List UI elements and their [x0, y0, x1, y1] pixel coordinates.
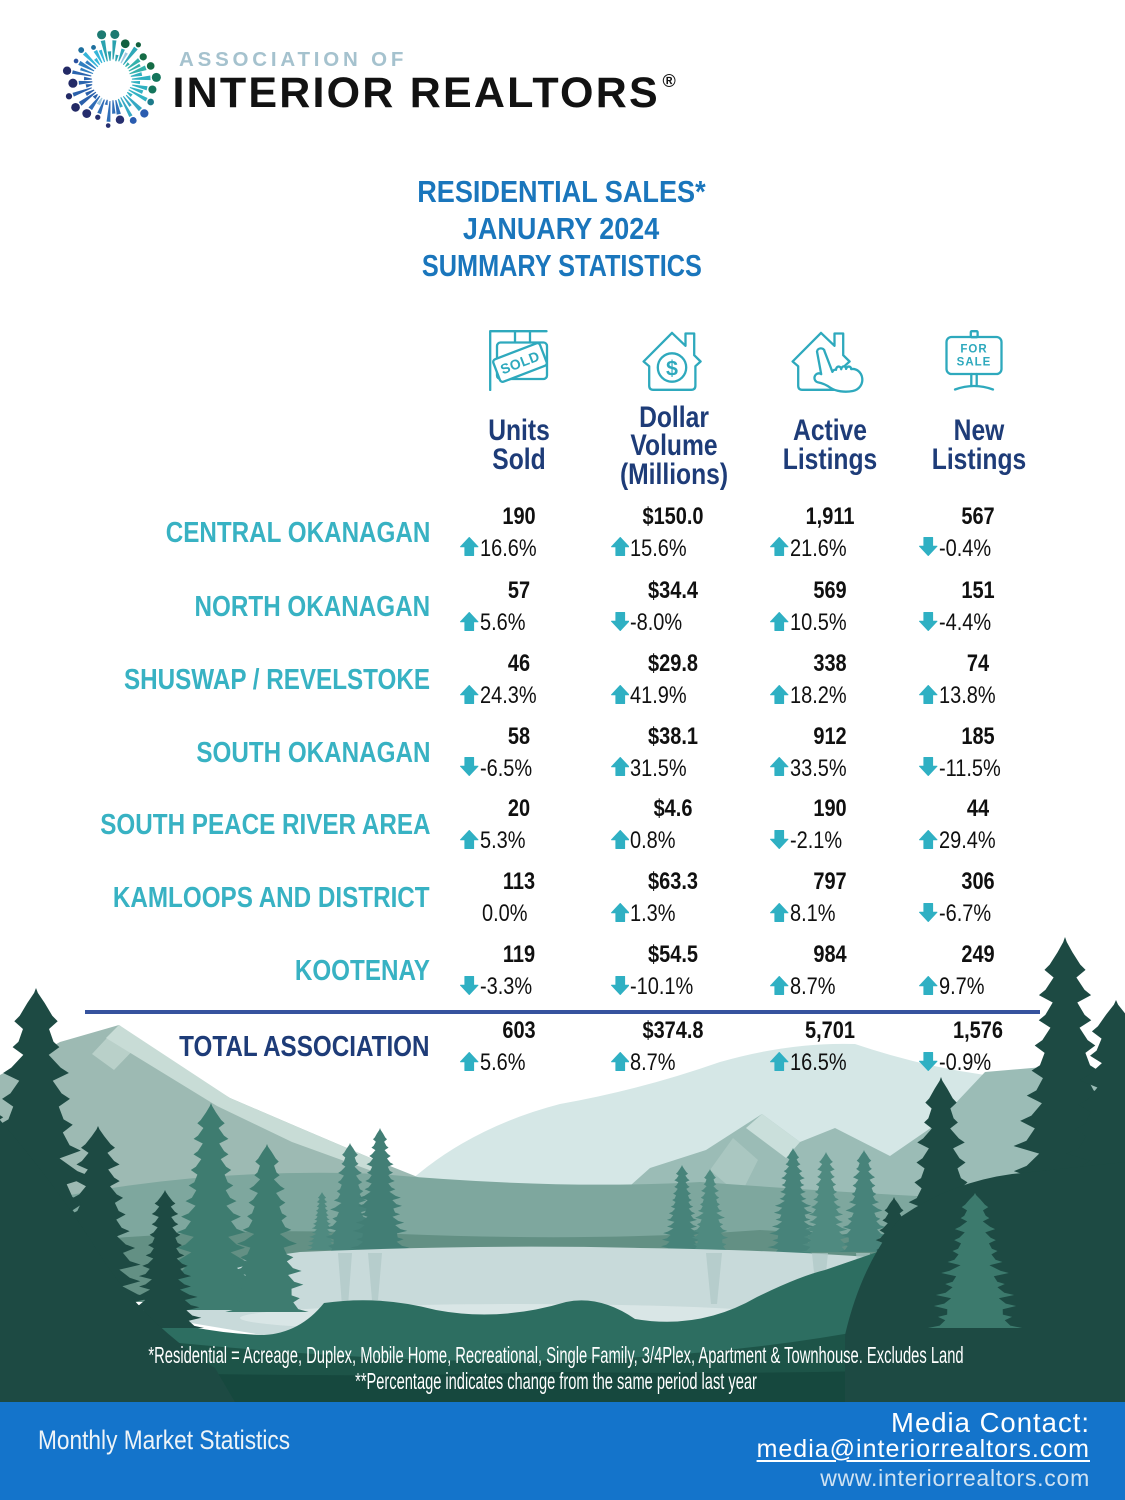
svg-text:$: $: [666, 356, 678, 380]
svg-text:SALE: SALE: [957, 357, 992, 369]
svg-text:FOR: FOR: [960, 344, 987, 356]
